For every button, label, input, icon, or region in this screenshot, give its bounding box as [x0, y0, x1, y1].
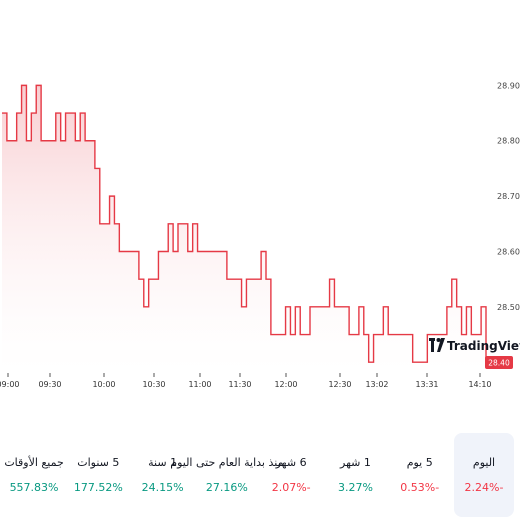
period-change-value: 2.07%-: [271, 481, 311, 494]
period-label: 1 سنة: [148, 456, 178, 469]
period-tab[interactable]: 5 سنوات 177.52%: [68, 433, 128, 517]
y-tick-label: 28.70: [497, 192, 520, 201]
period-change-value: 177.52%: [73, 481, 123, 494]
period-tab[interactable]: جميع الأوقات 557.83%: [4, 433, 64, 517]
y-tick-label: 28.60: [497, 247, 520, 256]
tradingview-wordmark: TradingView: [447, 339, 520, 353]
period-change-value: 27.16%: [205, 481, 248, 494]
period-tab[interactable]: 5 يوم 0.53%-: [390, 433, 450, 517]
current-price-label: 28.40: [488, 359, 510, 368]
period-tab[interactable]: 6 شهر 2.07%-: [261, 433, 321, 517]
x-tick-label: 14:10: [468, 380, 491, 389]
period-label: 6 شهر: [275, 456, 307, 469]
period-label: اليوم: [472, 456, 496, 469]
x-tick-label: 13:02: [365, 380, 388, 389]
x-tick-label: 13:31: [415, 380, 438, 389]
price-chart[interactable]: 28.90 28.80 28.70 28.60 28.50 09:00 09:30 10:0…: [0, 0, 520, 400]
period-change-value: 0.53%-: [400, 481, 440, 494]
y-tick-label: 28.80: [497, 137, 520, 146]
period-change-value: 24.15%: [141, 481, 184, 494]
current-price-badge: 28.40: [485, 356, 513, 369]
period-tab[interactable]: اليوم 2.24%-: [454, 433, 514, 517]
period-change-value: 557.83%: [9, 481, 59, 494]
period-tab[interactable]: 1 شهر 3.27%: [325, 433, 385, 517]
period-tab[interactable]: 1 سنة 24.15%: [133, 433, 193, 517]
period-tab[interactable]: منذ بداية العام حتى اليوم 27.16%: [170, 433, 283, 517]
tradingview-logo-icon: [429, 338, 445, 352]
period-label: 1 شهر: [340, 456, 371, 469]
period-label: 5 سنوات: [77, 456, 120, 469]
x-tick-label: 10:30: [142, 380, 165, 389]
x-tick-label: 11:00: [188, 380, 211, 389]
period-change-value: 2.24%-: [464, 481, 504, 494]
performance-periods: اليوم 2.24%- 5 يوم 0.53%- 1 شهر 3.27% 6 شهر 2.0…: [0, 433, 520, 520]
price-area-fill: [2, 85, 486, 373]
x-tick-label: 09:00: [0, 380, 20, 389]
x-tick-label: 09:30: [38, 380, 61, 389]
price-line: [2, 84, 487, 363]
price-area-layer: [2, 84, 487, 373]
tradingview-watermark: TradingView: [429, 338, 520, 353]
y-tick-label: 28.90: [497, 81, 520, 90]
x-tick-label: 12:00: [274, 380, 297, 389]
x-tick-label: 10:00: [92, 380, 115, 389]
x-tick-label: 12:30: [328, 380, 351, 389]
x-tick-label: 11:30: [228, 380, 251, 389]
period-label: 5 يوم: [406, 456, 433, 469]
y-axis: 28.90 28.80 28.70 28.60 28.50: [497, 81, 520, 311]
period-label: جميع الأوقات: [4, 456, 64, 469]
period-label: منذ بداية العام حتى اليوم: [170, 456, 284, 469]
y-tick-label: 28.50: [497, 303, 520, 312]
x-axis: 09:00 09:30 10:00 10:30 11:00 11:30 12:00 12:30…: [0, 373, 492, 389]
period-change-value: 3.27%: [337, 481, 373, 494]
